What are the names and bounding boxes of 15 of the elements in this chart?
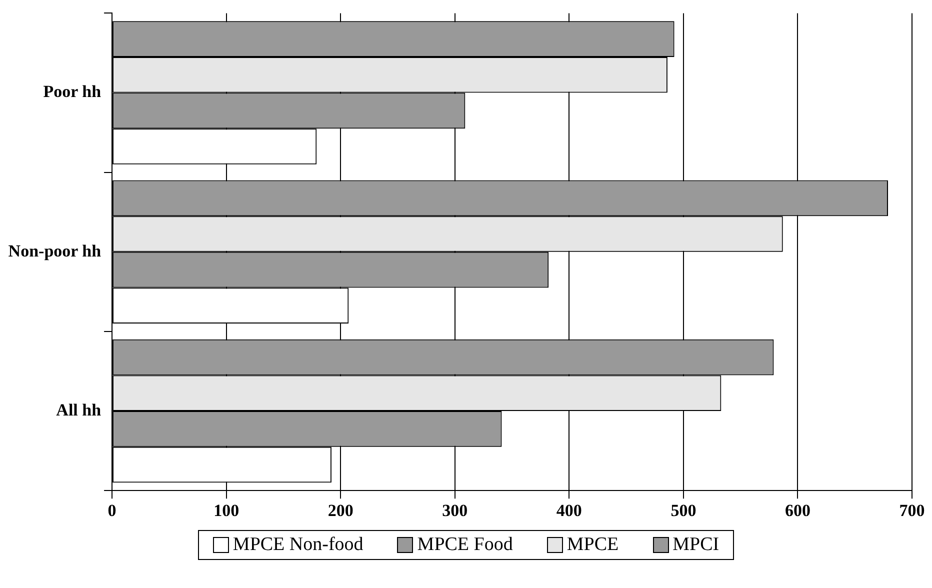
legend-label: MPCE Food (417, 534, 513, 556)
x-tick-label: 300 (442, 501, 468, 520)
x-tick-label: 200 (328, 501, 354, 520)
x-tick-label: 500 (670, 501, 696, 520)
legend-label: MPCI (672, 534, 720, 556)
y-tick-label: Non-poor hh (8, 241, 102, 260)
x-tick-label: 400 (556, 501, 582, 520)
y-tick-label: All hh (56, 400, 102, 420)
x-tick-label: 100 (214, 501, 240, 520)
x-tick-label: 0 (108, 501, 116, 520)
x-tick-label: 700 (899, 501, 925, 520)
y-tick-label: Poor hh (43, 82, 102, 102)
legend-label: MPCE (566, 534, 619, 556)
x-tick-label: 600 (784, 501, 810, 520)
text: MPCE Non-food (232, 534, 364, 556)
